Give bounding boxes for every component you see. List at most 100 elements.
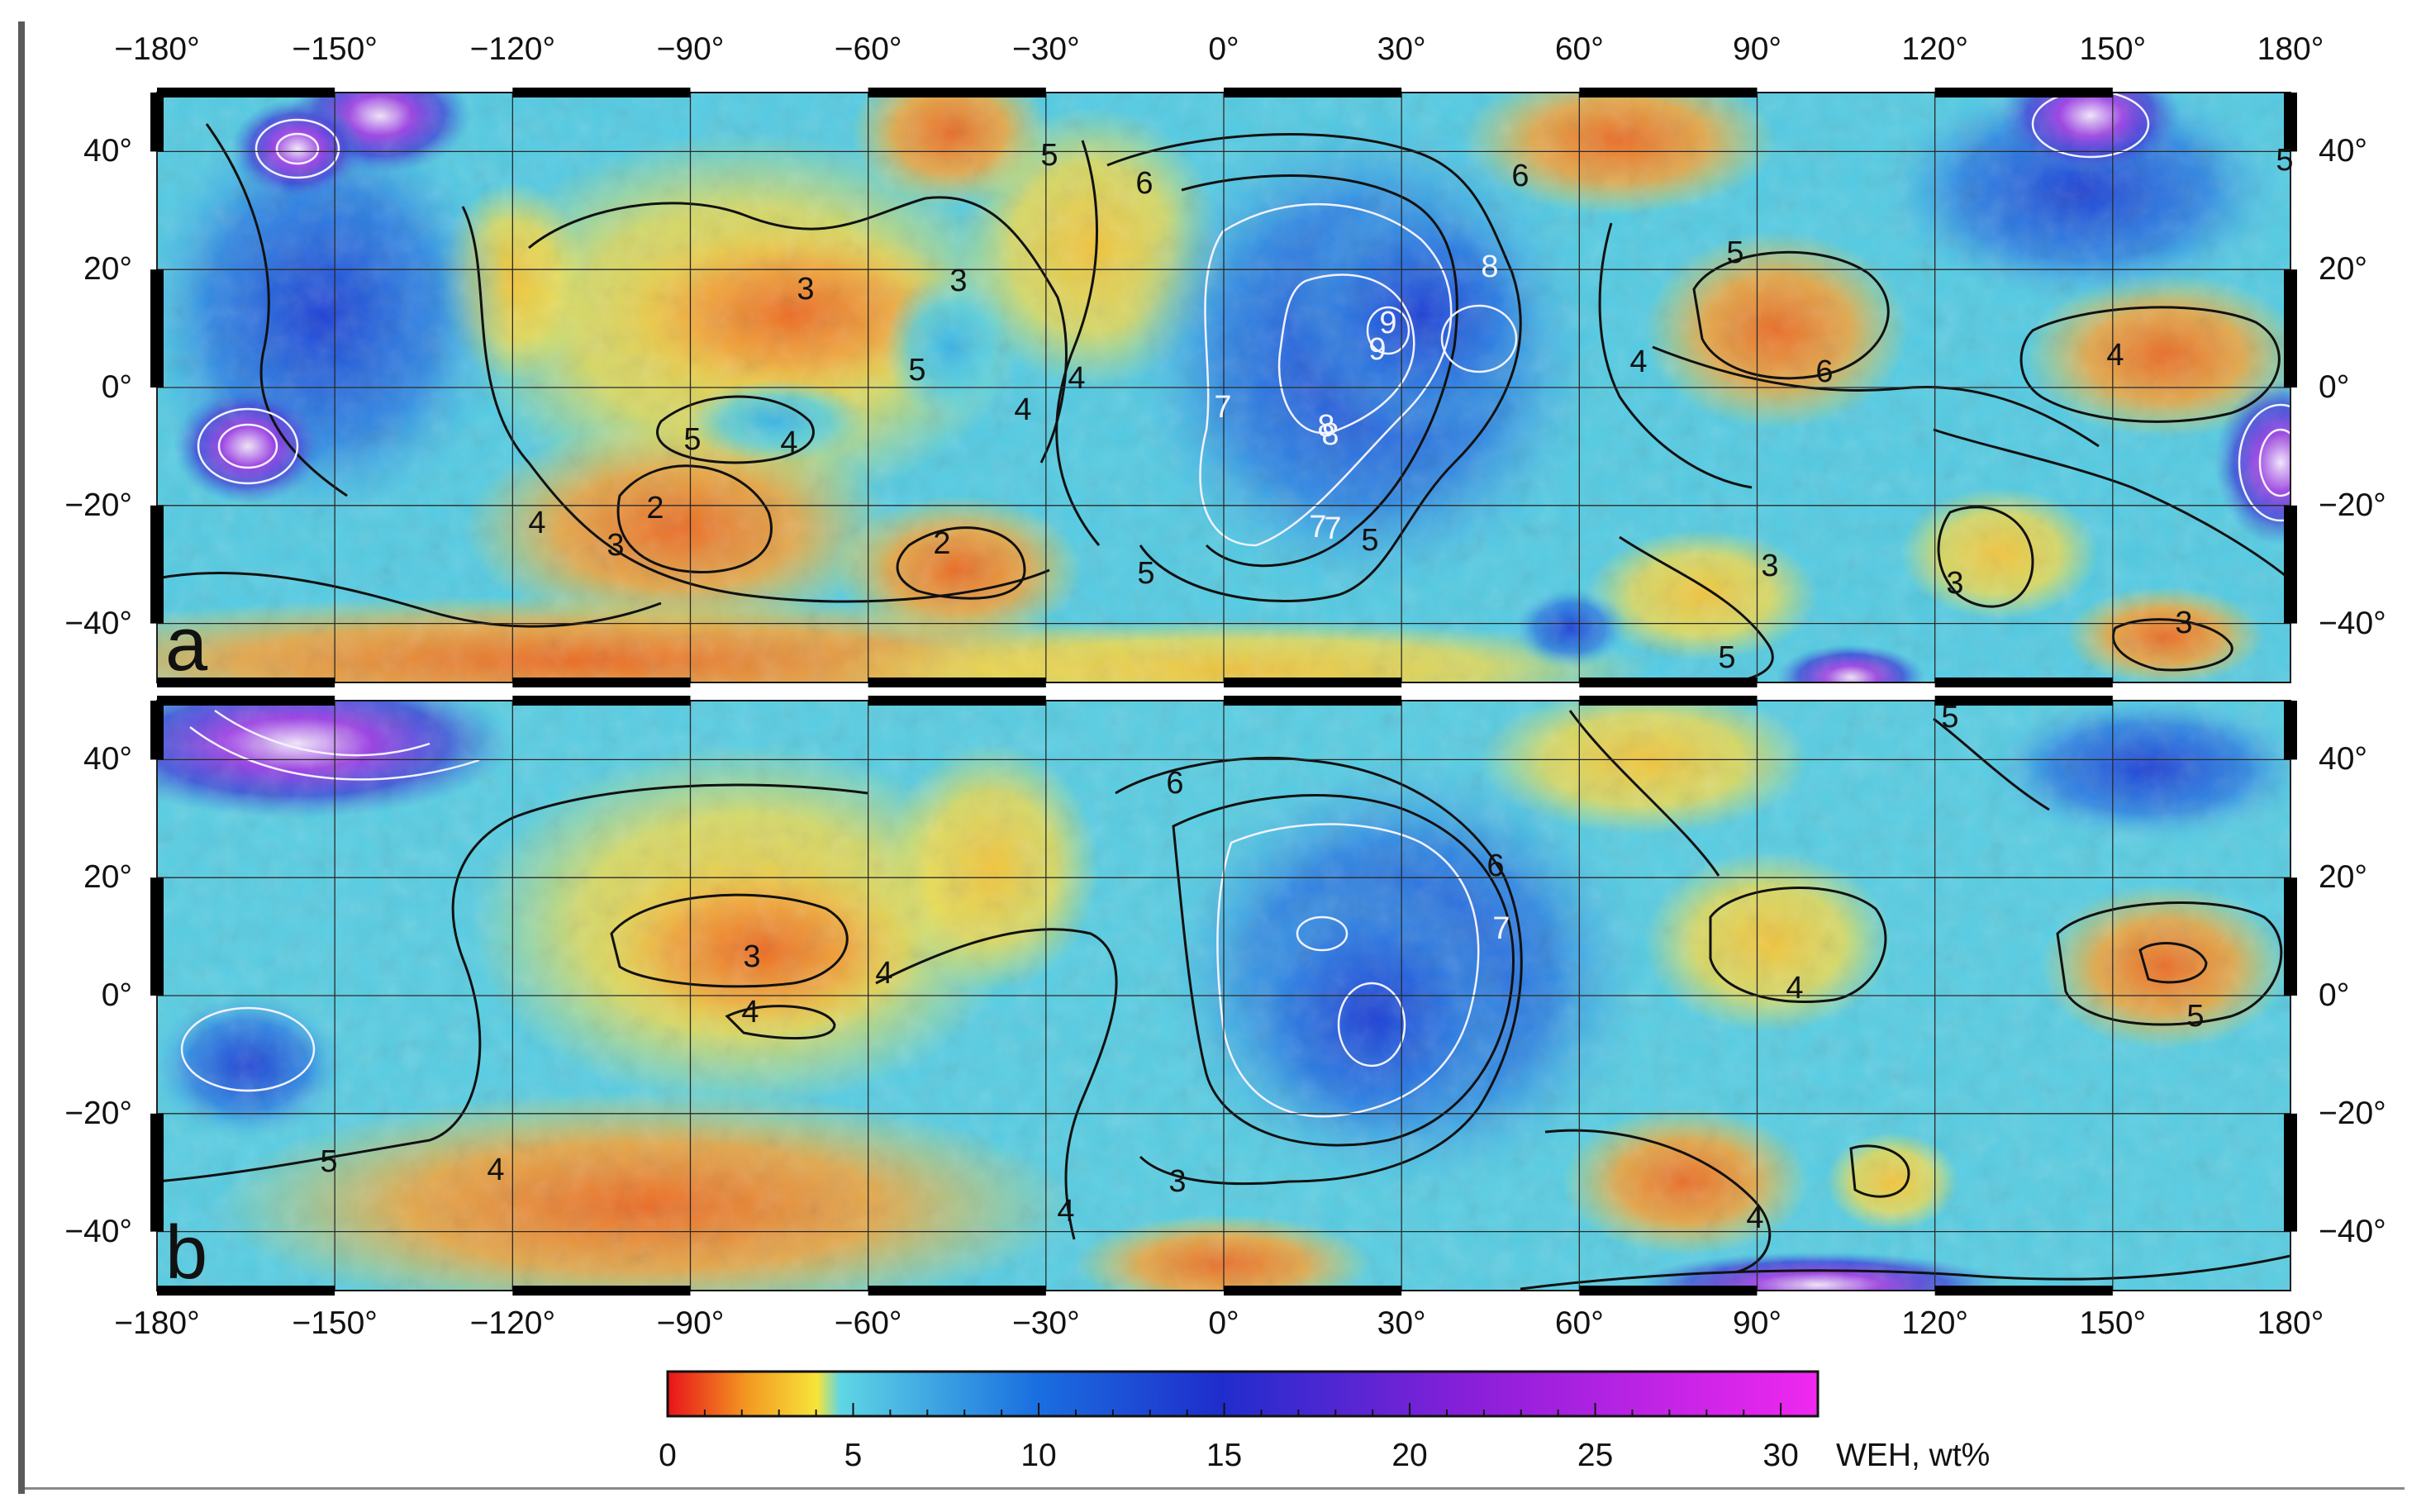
- longitude-label: −120°: [469, 1305, 556, 1341]
- frame-bar-vertical: [150, 877, 164, 996]
- contour-label: 6: [1511, 159, 1529, 193]
- contour-label: 8: [1317, 409, 1334, 444]
- frame-bar-horizontal: [157, 1286, 335, 1296]
- panel-a-contours: [157, 123, 2290, 682]
- contour-label: 5: [908, 353, 925, 388]
- frame-bar-horizontal: [1579, 696, 1758, 706]
- longitude-label: 0°: [1208, 31, 1239, 67]
- longitude-label: 30°: [1377, 1305, 1426, 1341]
- panel-b-contour-labels: 6 7 6 3 4 4 5 4 3 4 4 5 5 4: [320, 700, 2204, 1235]
- contour-label: 4: [1786, 971, 1803, 1006]
- longitude-label: −60°: [834, 31, 902, 67]
- frame-bar-horizontal: [868, 1286, 1046, 1296]
- frame-bar-horizontal: [512, 88, 691, 97]
- latitude-label-right: −40°: [2319, 1213, 2386, 1249]
- longitude-label: −30°: [1011, 1305, 1080, 1341]
- latitude-label-left: −40°: [64, 1213, 132, 1249]
- contour-label: 2: [646, 491, 664, 525]
- longitude-label: −180°: [114, 31, 200, 67]
- frame-bar-vertical: [2284, 505, 2297, 624]
- contour-label: 5: [683, 422, 701, 457]
- longitude-label: −150°: [292, 31, 378, 67]
- frame-bar-horizontal: [1934, 678, 2113, 687]
- contour-label: 5: [1726, 235, 1743, 270]
- contour-label: 2: [933, 526, 950, 561]
- latitude-label-left: 20°: [83, 859, 132, 896]
- frame-bar-horizontal: [1934, 696, 2113, 706]
- frame-bar-vertical: [150, 269, 164, 388]
- page-bottom-line: [25, 1487, 2405, 1490]
- contour-label: 3: [743, 939, 760, 974]
- contour-label: 4: [875, 956, 892, 991]
- panel-a-white-contours: [197, 93, 2290, 547]
- contour-label: 5: [1137, 556, 1154, 591]
- longitude-label: −150°: [292, 1305, 378, 1341]
- colorbar-tick-label: 15: [1206, 1438, 1243, 1473]
- contour-label: 5: [1361, 523, 1378, 558]
- frame-bar-horizontal: [1934, 88, 2113, 97]
- frame-bar-horizontal: [512, 696, 691, 706]
- latitude-label-right: 20°: [2319, 859, 2367, 896]
- panel-b-contours: [157, 710, 2290, 1291]
- contour-label: 3: [949, 264, 967, 298]
- contour-label: 4: [487, 1153, 504, 1187]
- frame-bar-horizontal: [1579, 1286, 1758, 1296]
- contour-label: 9: [1368, 332, 1386, 367]
- frame-bar-horizontal: [1224, 678, 1402, 687]
- contour-label: 4: [780, 426, 797, 460]
- frame-bar-horizontal: [157, 678, 335, 687]
- graticule: [156, 93, 2291, 1291]
- latitude-label-right: 40°: [2319, 741, 2367, 777]
- frame-scale-bars: [150, 88, 2297, 1296]
- latitude-label-left: −20°: [64, 1095, 132, 1131]
- contour-label: 6: [1135, 166, 1153, 201]
- contour-label: 3: [1946, 566, 1963, 601]
- frame-bar-vertical: [150, 701, 164, 760]
- contour-label: 4: [1068, 361, 1085, 396]
- contour-label: 3: [606, 528, 624, 563]
- contour-label: 4: [1014, 392, 1031, 427]
- longitude-label: −60°: [834, 1305, 902, 1341]
- frame-bar-horizontal: [1224, 1286, 1402, 1296]
- frame-bar-horizontal: [1579, 88, 1758, 97]
- frame-bar-horizontal: [512, 678, 691, 687]
- frame-bar-horizontal: [868, 696, 1046, 706]
- colorbar-tick-label: 10: [1020, 1438, 1057, 1473]
- contour-label: 4: [741, 995, 759, 1029]
- frame-bar-horizontal: [157, 88, 335, 97]
- contour-label: 3: [2175, 606, 2192, 640]
- latitude-label-left: −40°: [64, 605, 132, 641]
- latitude-label-left: −20°: [64, 487, 132, 523]
- longitude-label: 120°: [1901, 31, 1968, 67]
- frame-bar-horizontal: [157, 696, 335, 706]
- longitude-label: 180°: [2257, 31, 2324, 67]
- frame-bar-horizontal: [1224, 696, 1402, 706]
- contour-label: 8: [1481, 250, 1498, 284]
- frame-bar-vertical: [150, 93, 164, 152]
- contour-label: 4: [1057, 1194, 1074, 1229]
- frame-bar-horizontal: [868, 88, 1046, 97]
- contour-label: 5: [320, 1144, 337, 1179]
- contour-label: 5: [2276, 143, 2293, 178]
- longitude-label: 60°: [1554, 1305, 1604, 1341]
- contour-label: 3: [1168, 1164, 1186, 1199]
- contour-label: 7: [1309, 510, 1326, 544]
- frame-bar-vertical: [150, 1113, 164, 1232]
- longitude-label: 60°: [1554, 31, 1604, 67]
- contour-label: 8: [1321, 417, 1339, 452]
- contour-label: 6: [1487, 849, 1504, 883]
- panel-b-white-contours: [180, 709, 1480, 1118]
- longitude-label: −120°: [469, 31, 556, 67]
- contour-label: 4: [1746, 1201, 1763, 1235]
- contour-label: 4: [528, 506, 545, 540]
- longitude-label: −30°: [1011, 31, 1080, 67]
- frame-bar-horizontal: [1579, 678, 1758, 687]
- frame-bar-horizontal: [512, 1286, 691, 1296]
- longitude-label: 90°: [1733, 1305, 1781, 1341]
- contour-label: 3: [1761, 549, 1778, 583]
- frame-bar-vertical: [150, 505, 164, 624]
- frame-bar-vertical: [2284, 701, 2297, 760]
- colorbar-title: WEH, wt%: [1836, 1438, 1991, 1473]
- contour-label: 4: [2106, 338, 2124, 373]
- latitude-label-left: 0°: [101, 977, 132, 1013]
